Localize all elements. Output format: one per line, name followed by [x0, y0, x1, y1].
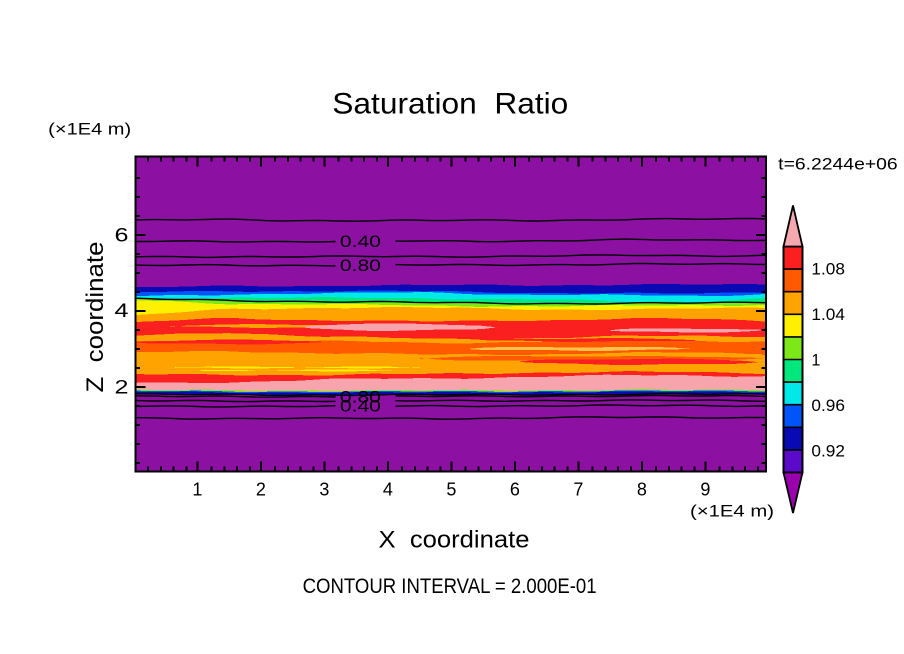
svg-text:2: 2: [115, 378, 129, 399]
svg-text:6: 6: [115, 226, 129, 247]
svg-text:0.80: 0.80: [340, 388, 381, 407]
svg-text:0.96: 0.96: [811, 396, 845, 415]
svg-text:2: 2: [256, 480, 266, 500]
svg-text:8: 8: [637, 480, 647, 500]
svg-text:0.40: 0.40: [340, 396, 381, 415]
svg-text:1.08: 1.08: [811, 260, 845, 279]
svg-text:1: 1: [192, 480, 202, 500]
svg-text:0.40: 0.40: [340, 232, 381, 251]
svg-text:Z coordinate: Z coordinate: [82, 242, 109, 393]
svg-text:4: 4: [383, 480, 393, 500]
svg-text:(×1E4 m): (×1E4 m): [690, 503, 774, 521]
svg-text:Saturation Ratio: Saturation Ratio: [332, 88, 568, 121]
svg-text:4: 4: [115, 301, 130, 322]
svg-text:5: 5: [446, 480, 456, 500]
svg-text:1: 1: [811, 351, 820, 370]
svg-text:6: 6: [510, 480, 520, 500]
svg-text:9: 9: [700, 480, 710, 500]
svg-text:7: 7: [573, 480, 583, 500]
svg-text:t=6.2244e+06: t=6.2244e+06: [778, 156, 898, 174]
svg-text:0.92: 0.92: [811, 441, 845, 460]
svg-text:X coordinate: X coordinate: [379, 527, 530, 554]
svg-text:CONTOUR INTERVAL = 2.000E-01: CONTOUR INTERVAL = 2.000E-01: [303, 575, 597, 598]
svg-text:0.80: 0.80: [340, 256, 381, 275]
svg-text:(×1E4 m): (×1E4 m): [48, 121, 131, 139]
svg-text:3: 3: [319, 480, 329, 500]
svg-text:1.04: 1.04: [811, 305, 845, 324]
